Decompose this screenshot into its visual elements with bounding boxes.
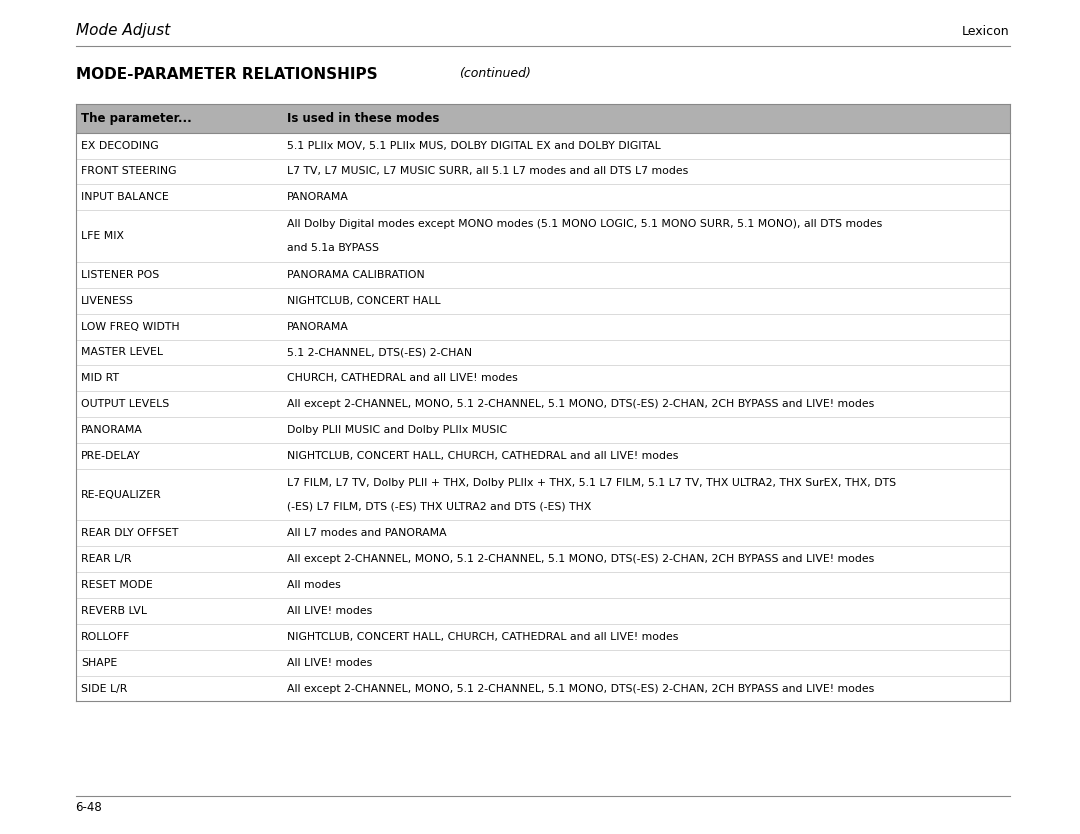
Text: SHAPE: SHAPE: [81, 658, 118, 668]
Text: All L7 modes and PANORAMA: All L7 modes and PANORAMA: [286, 529, 446, 539]
Text: L7 FILM, L7 TV, Dolby PLII + THX, Dolby PLIIx + THX, 5.1 L7 FILM, 5.1 L7 TV, THX: L7 FILM, L7 TV, Dolby PLII + THX, Dolby …: [286, 478, 895, 488]
Text: LOW FREQ WIDTH: LOW FREQ WIDTH: [81, 322, 179, 332]
Text: L7 TV, L7 MUSIC, L7 MUSIC SURR, all 5.1 L7 modes and all DTS L7 modes: L7 TV, L7 MUSIC, L7 MUSIC SURR, all 5.1 …: [286, 167, 688, 177]
Text: 5.1 2-CHANNEL, DTS(-ES) 2-CHAN: 5.1 2-CHANNEL, DTS(-ES) 2-CHAN: [286, 348, 472, 358]
Text: LIVENESS: LIVENESS: [81, 296, 134, 306]
Text: LISTENER POS: LISTENER POS: [81, 270, 159, 280]
Text: (continued): (continued): [459, 67, 531, 80]
Text: 5.1 PLIIx MOV, 5.1 PLIIx MUS, DOLBY DIGITAL EX and DOLBY DIGITAL: 5.1 PLIIx MOV, 5.1 PLIIx MUS, DOLBY DIGI…: [286, 141, 660, 151]
Text: PANORAMA: PANORAMA: [81, 425, 143, 435]
Text: INPUT BALANCE: INPUT BALANCE: [81, 193, 168, 203]
Text: Is used in these modes: Is used in these modes: [286, 112, 438, 125]
Text: All except 2-CHANNEL, MONO, 5.1 2-CHANNEL, 5.1 MONO, DTS(-ES) 2-CHAN, 2CH BYPASS: All except 2-CHANNEL, MONO, 5.1 2-CHANNE…: [286, 399, 874, 409]
Text: (-ES) L7 FILM, DTS (-ES) THX ULTRA2 and DTS (-ES) THX: (-ES) L7 FILM, DTS (-ES) THX ULTRA2 and …: [286, 501, 591, 511]
Text: RE-EQUALIZER: RE-EQUALIZER: [81, 490, 162, 500]
Text: MID RT: MID RT: [81, 374, 119, 384]
Text: REVERB LVL: REVERB LVL: [81, 606, 147, 616]
Text: FRONT STEERING: FRONT STEERING: [81, 167, 176, 177]
Text: and 5.1a BYPASS: and 5.1a BYPASS: [286, 243, 378, 253]
Text: REAR DLY OFFSET: REAR DLY OFFSET: [81, 529, 178, 539]
Text: NIGHTCLUB, CONCERT HALL, CHURCH, CATHEDRAL and all LIVE! modes: NIGHTCLUB, CONCERT HALL, CHURCH, CATHEDR…: [286, 632, 678, 642]
Text: All except 2-CHANNEL, MONO, 5.1 2-CHANNEL, 5.1 MONO, DTS(-ES) 2-CHAN, 2CH BYPASS: All except 2-CHANNEL, MONO, 5.1 2-CHANNE…: [286, 555, 874, 565]
Text: 6-48: 6-48: [76, 801, 103, 814]
Text: OUTPUT LEVELS: OUTPUT LEVELS: [81, 399, 170, 409]
Text: ROLLOFF: ROLLOFF: [81, 632, 131, 642]
Text: PANORAMA: PANORAMA: [286, 193, 349, 203]
Text: All LIVE! modes: All LIVE! modes: [286, 606, 372, 616]
Text: All modes: All modes: [286, 580, 340, 590]
Text: All LIVE! modes: All LIVE! modes: [286, 658, 372, 668]
Text: LFE MIX: LFE MIX: [81, 231, 124, 241]
Text: Mode Adjust: Mode Adjust: [76, 23, 170, 38]
Text: CHURCH, CATHEDRAL and all LIVE! modes: CHURCH, CATHEDRAL and all LIVE! modes: [286, 374, 517, 384]
Bar: [76, 104, 1010, 133]
Text: All except 2-CHANNEL, MONO, 5.1 2-CHANNEL, 5.1 MONO, DTS(-ES) 2-CHAN, 2CH BYPASS: All except 2-CHANNEL, MONO, 5.1 2-CHANNE…: [286, 684, 874, 694]
Text: NIGHTCLUB, CONCERT HALL, CHURCH, CATHEDRAL and all LIVE! modes: NIGHTCLUB, CONCERT HALL, CHURCH, CATHEDR…: [286, 451, 678, 461]
Text: MASTER LEVEL: MASTER LEVEL: [81, 348, 163, 358]
Text: EX DECODING: EX DECODING: [81, 141, 159, 151]
Text: PANORAMA CALIBRATION: PANORAMA CALIBRATION: [286, 270, 424, 280]
Text: RESET MODE: RESET MODE: [81, 580, 152, 590]
Text: Lexicon: Lexicon: [962, 24, 1010, 38]
Text: PRE-DELAY: PRE-DELAY: [81, 451, 140, 461]
Text: PANORAMA: PANORAMA: [286, 322, 349, 332]
Text: REAR L/R: REAR L/R: [81, 555, 132, 565]
Text: MODE-PARAMETER RELATIONSHIPS: MODE-PARAMETER RELATIONSHIPS: [76, 67, 377, 82]
Text: All Dolby Digital modes except MONO modes (5.1 MONO LOGIC, 5.1 MONO SURR, 5.1 MO: All Dolby Digital modes except MONO mode…: [286, 219, 881, 229]
Text: Dolby PLII MUSIC and Dolby PLIIx MUSIC: Dolby PLII MUSIC and Dolby PLIIx MUSIC: [286, 425, 507, 435]
Text: NIGHTCLUB, CONCERT HALL: NIGHTCLUB, CONCERT HALL: [286, 296, 441, 306]
Text: The parameter...: The parameter...: [81, 112, 192, 125]
Text: SIDE L/R: SIDE L/R: [81, 684, 127, 694]
